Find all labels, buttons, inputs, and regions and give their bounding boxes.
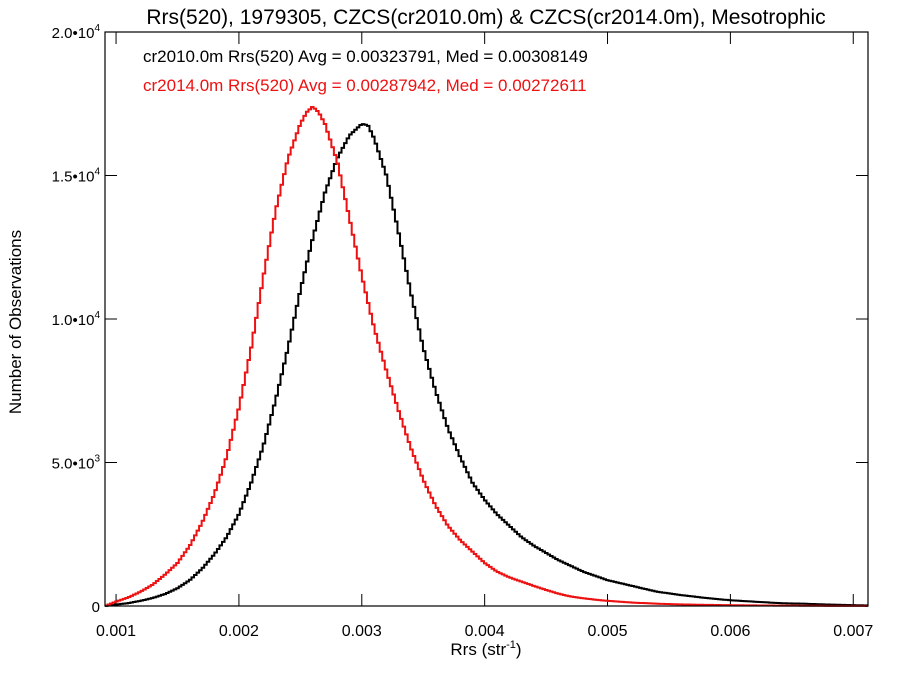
x-axis-label-exponent: -1 [506, 639, 516, 651]
series-2-line [105, 105, 868, 607]
series-lines [105, 105, 868, 607]
y-axis-ticks: 0 5.0•103 1.0•104 1.5•104 2.0•104 [52, 23, 868, 616]
x-axis-label-main: Rrs (str [450, 640, 506, 659]
y-tick-label: 5.0•103 [52, 454, 101, 473]
x-axis-label: Rrs (str-1) [450, 639, 521, 659]
y-tick-label: 1.5•104 [52, 167, 101, 186]
y-tick-label: 0 [92, 599, 100, 616]
y-tick-label: 1.0•104 [52, 310, 101, 329]
y-axis-label: Number of Observations [6, 230, 25, 414]
x-tick-label: 0.006 [710, 623, 750, 640]
x-tick-label: 0.003 [342, 623, 382, 640]
x-tick-label: 0.004 [465, 623, 505, 640]
x-tick-label: 0.005 [587, 623, 627, 640]
series-1-line [105, 123, 868, 607]
legend-entry-series-2: cr2014.0m Rrs(520) Avg = 0.00287942, Med… [143, 76, 587, 95]
legend-entry-series-1: cr2010.0m Rrs(520) Avg = 0.00323791, Med… [143, 47, 588, 66]
x-tick-label: 0.002 [219, 623, 259, 640]
x-tick-label: 0.001 [96, 623, 136, 640]
x-axis-label-suffix: ) [516, 640, 522, 659]
y-tick-label: 2.0•104 [52, 23, 101, 42]
plot-frame [104, 31, 869, 607]
chart-title: Rrs(520), 1979305, CZCS(cr2010.0m) & CZC… [146, 6, 825, 29]
x-tick-label: 0.007 [833, 623, 873, 640]
x-axis-ticks: 0.001 0.002 0.003 0.004 0.005 0.006 0.007 [96, 32, 873, 640]
